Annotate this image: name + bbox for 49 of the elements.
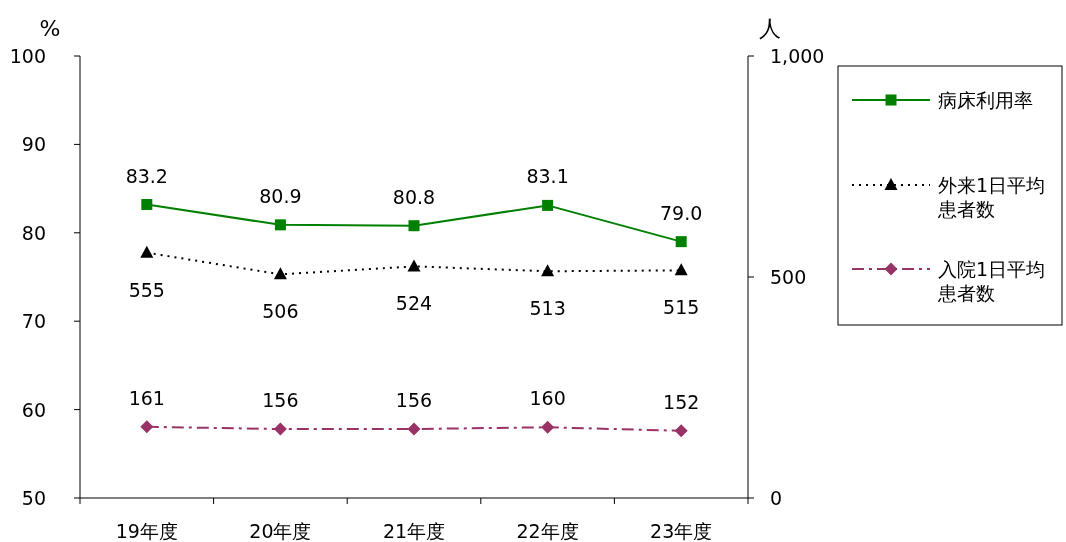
y-tick-label: 70 (21, 310, 46, 333)
point (407, 422, 421, 436)
y-tick-label: 60 (21, 398, 46, 421)
data-label: 156 (262, 389, 299, 412)
point (542, 199, 554, 211)
point (541, 420, 555, 434)
data-label: 506 (262, 300, 299, 323)
x-tick-label: 21年度 (382, 520, 446, 542)
y-tick-label: 100 (9, 45, 46, 67)
data-label: 513 (529, 297, 566, 320)
y2-axis-title: 人 (759, 16, 781, 41)
data-label: 152 (663, 390, 700, 413)
point (274, 219, 286, 231)
data-label: 160 (529, 387, 566, 410)
data-label: 524 (395, 292, 433, 315)
point (407, 259, 421, 272)
data-label: 79.0 (660, 201, 703, 224)
point (541, 264, 555, 277)
x-tick-label: 20年度 (249, 520, 312, 542)
data-label: 83.1 (526, 165, 569, 188)
point (674, 424, 688, 438)
data-label: 161 (128, 386, 165, 409)
y2-tick-label: 0 (770, 487, 783, 509)
data-label: 80.9 (259, 184, 302, 207)
point (675, 236, 687, 248)
x-tick-label: 23年度 (650, 520, 713, 542)
x-tick-label: 22年度 (516, 520, 579, 542)
y-tick-label: 80 (21, 221, 46, 244)
data-label: 555 (128, 278, 165, 301)
y-axis-title: % (39, 16, 61, 41)
point (273, 422, 287, 436)
y-tick-label: 50 (21, 487, 46, 509)
y2-tick-label: 1,000 (770, 45, 825, 67)
legend-label: 外来1日平均患者数 (937, 174, 1046, 220)
point (273, 267, 287, 280)
point (408, 220, 420, 232)
point (140, 420, 154, 434)
point (140, 245, 154, 258)
legend-label: 入院1日平均患者数 (937, 258, 1046, 304)
x-tick-label: 19年度 (115, 520, 178, 542)
y2-tick-label: 500 (770, 266, 807, 288)
data-label: 515 (663, 296, 700, 319)
y-tick-label: 90 (21, 133, 46, 156)
point (674, 263, 688, 276)
data-label: 83.2 (125, 164, 168, 187)
data-label: 156 (395, 389, 433, 412)
data-label: 80.8 (392, 185, 436, 208)
legend-label: 病床利用率 (938, 89, 1033, 111)
point (141, 199, 153, 211)
